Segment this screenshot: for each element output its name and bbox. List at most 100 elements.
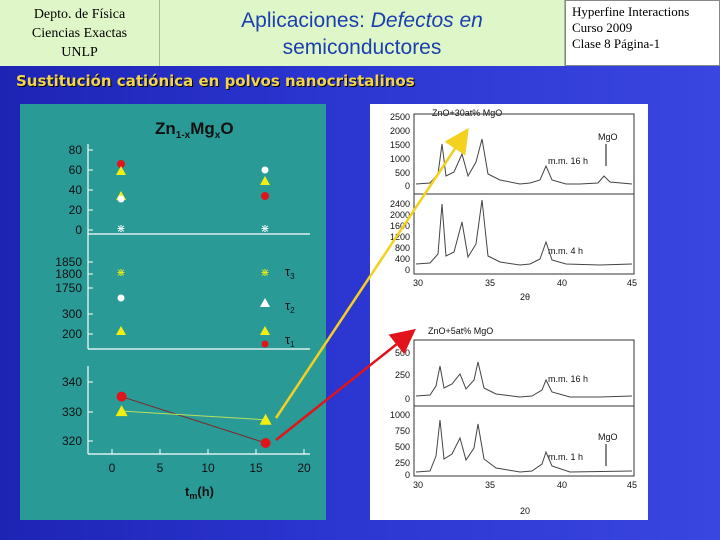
xrd-top-xticks: 30 35 40 45 2θ bbox=[413, 278, 637, 302]
tick-top-4: 0 bbox=[75, 223, 82, 237]
institution-box: Depto. de Física Ciencias Exactas UNLP bbox=[0, 0, 160, 66]
series-line-1 bbox=[121, 410, 266, 421]
marker-yellow-top bbox=[116, 166, 126, 175]
tick-mid-1: 1800 bbox=[55, 267, 82, 281]
institution-line-3: UNLP bbox=[61, 45, 98, 60]
institution-line-2: Ciencias Exactas bbox=[31, 26, 128, 41]
course-box: Hyperfine Interactions Curso 2009 Clase … bbox=[565, 0, 720, 66]
xrd-top-t2-5: 400 bbox=[395, 254, 410, 264]
marker-red-right bbox=[261, 192, 269, 200]
slide-title-italic: Defectos en bbox=[370, 9, 483, 32]
tick-top-1: 60 bbox=[69, 163, 83, 177]
lifetime-figure: Zn1-xMgxO 80 60 40 20 0 1850 1800 1750 3… bbox=[20, 104, 326, 520]
slide-subtitle: Sustitución catiónica en polvos nanocris… bbox=[16, 72, 415, 90]
xrd-top-ticks: 2500 2000 1500 1000 500 0 2400 2000 1600… bbox=[390, 112, 410, 275]
xrd-bot-x3: 45 bbox=[627, 480, 637, 490]
x-label-t: t bbox=[185, 484, 190, 499]
xrd-bot-t2-1: 750 bbox=[395, 426, 410, 436]
xrd-top-t2-6: 0 bbox=[405, 265, 410, 275]
xrd-top-t1-0: 2500 bbox=[390, 112, 410, 122]
xtick-2: 10 bbox=[201, 461, 215, 475]
marker-yellow-mid2 bbox=[260, 326, 270, 335]
left-tick-marks bbox=[88, 149, 305, 454]
xrd-top-x1: 35 bbox=[485, 278, 495, 288]
tau-2-sub: 2 bbox=[290, 306, 295, 315]
bottom-plot bbox=[115, 391, 272, 448]
tau-3-sub: 3 bbox=[290, 272, 295, 281]
tau-1-sub: 1 bbox=[290, 340, 295, 349]
xrd-top-trace2-label: m.m. 4 h bbox=[548, 246, 583, 256]
tick-top-2: 40 bbox=[69, 183, 83, 197]
xtick-4: 20 bbox=[297, 461, 311, 475]
marker-yellow-mid bbox=[116, 326, 126, 335]
xrd-top-t1-5: 0 bbox=[405, 181, 410, 191]
xrd-top-t1-2: 1500 bbox=[390, 140, 410, 150]
marker-white-top bbox=[117, 195, 125, 203]
slide-title-line-1: Aplicaciones: Defectos en bbox=[160, 7, 564, 34]
formula-sub2: x bbox=[215, 130, 221, 141]
xrd-top-t1-3: 1000 bbox=[390, 154, 410, 164]
cross-marker-2: ⋇ bbox=[260, 223, 269, 235]
xtick-1: 5 bbox=[157, 461, 164, 475]
series-1-point-1 bbox=[259, 413, 272, 425]
tick-top-3: 20 bbox=[69, 203, 83, 217]
slide-title: Aplicaciones: Defectos en semiconductore… bbox=[160, 0, 565, 66]
left-axes bbox=[87, 144, 310, 455]
xrd-bot-t2-0: 1000 bbox=[390, 410, 410, 420]
x-label-end: (h) bbox=[197, 484, 214, 499]
xrd-bot-x1: 35 bbox=[485, 480, 495, 490]
xrd-top-t1-4: 500 bbox=[395, 168, 410, 178]
xrd-top-mgo-label: MgO bbox=[598, 132, 618, 142]
formula-o: O bbox=[220, 119, 233, 138]
xrd-bot-trace2 bbox=[415, 419, 633, 473]
tick-top-0: 80 bbox=[69, 143, 83, 157]
xrd-bot-t2-2: 500 bbox=[395, 442, 410, 452]
course-line-3: Clase 8 Página-1 bbox=[572, 36, 661, 51]
xrd-top-t2-1: 2000 bbox=[390, 210, 410, 220]
xrd-bot-xlabel: 20 bbox=[520, 506, 530, 516]
slide-title-prefix: Aplicaciones: bbox=[241, 9, 371, 32]
xrd-top-t2-2: 1600 bbox=[390, 221, 410, 231]
left-x-tick-labels: 0 5 10 15 20 bbox=[109, 461, 311, 475]
xrd-figure-svg: ZnO+30at% MgO MgO m.m. 16 h m.m. 4 h 250… bbox=[390, 108, 637, 516]
marker-white-mid bbox=[117, 294, 125, 302]
xrd-top-title: ZnO+30at% MgO bbox=[432, 108, 502, 118]
xrd-top-trace1 bbox=[415, 138, 633, 185]
left-tick-labels: 80 60 40 20 0 1850 1800 1750 300 200 340… bbox=[55, 143, 82, 448]
xrd-bot-trace1 bbox=[415, 361, 633, 398]
xrd-figure: ZnO+30at% MgO MgO m.m. 16 h m.m. 4 h 250… bbox=[370, 104, 648, 520]
xrd-bot-title: ZnO+5at% MgO bbox=[428, 326, 493, 336]
tick-bot-1: 330 bbox=[62, 405, 82, 419]
xtick-0: 0 bbox=[109, 461, 116, 475]
xrd-bot-t1-1: 250 bbox=[395, 370, 410, 380]
formula-mg: Mg bbox=[190, 119, 215, 138]
tick-bot-0: 340 bbox=[62, 375, 82, 389]
series-line-0 bbox=[121, 396, 266, 444]
xrd-top-x0: 30 bbox=[413, 278, 423, 288]
tick-mid-0: 1850 bbox=[55, 255, 82, 269]
formula-zn: Zn bbox=[155, 119, 176, 138]
marker-red-mid bbox=[261, 340, 269, 348]
xrd-top-x2: 40 bbox=[557, 278, 567, 288]
lifetime-figure-svg: Zn1-xMgxO 80 60 40 20 0 1850 1800 1750 3… bbox=[55, 119, 311, 501]
xrd-top-trace2 bbox=[415, 199, 633, 266]
course-line-1: Hyperfine Interactions bbox=[572, 4, 690, 19]
xrd-top-t1-1: 2000 bbox=[390, 126, 410, 136]
xrd-bot-t1-2: 0 bbox=[405, 394, 410, 404]
xrd-top-xlabel: 2θ bbox=[520, 292, 530, 302]
tau-3-label: τ3 bbox=[285, 264, 295, 281]
cross-marker-3: ⋇ bbox=[116, 267, 125, 279]
formula-sub1: 1-x bbox=[176, 130, 191, 141]
upper-markers: ⋇ ⋇ ⋇ ⋇ bbox=[116, 160, 270, 348]
series-0-point-0 bbox=[116, 391, 127, 402]
slide-title-line-2: semiconductores bbox=[282, 36, 442, 59]
course-line-2: Curso 2009 bbox=[572, 20, 633, 35]
xrd-bot-trace1-label: m.m. 16 h bbox=[548, 374, 588, 384]
xrd-bot-frame bbox=[413, 339, 635, 477]
xrd-bot-trace2-label: m.m. 1 h bbox=[548, 452, 583, 462]
marker-red-top bbox=[117, 160, 125, 168]
formula-title: Zn1-xMgxO bbox=[155, 119, 234, 141]
tick-mid-3: 300 bbox=[62, 307, 82, 321]
cross-marker-1: ⋇ bbox=[116, 223, 125, 235]
tau-labels: τ3 τ2 τ1 bbox=[285, 264, 295, 349]
